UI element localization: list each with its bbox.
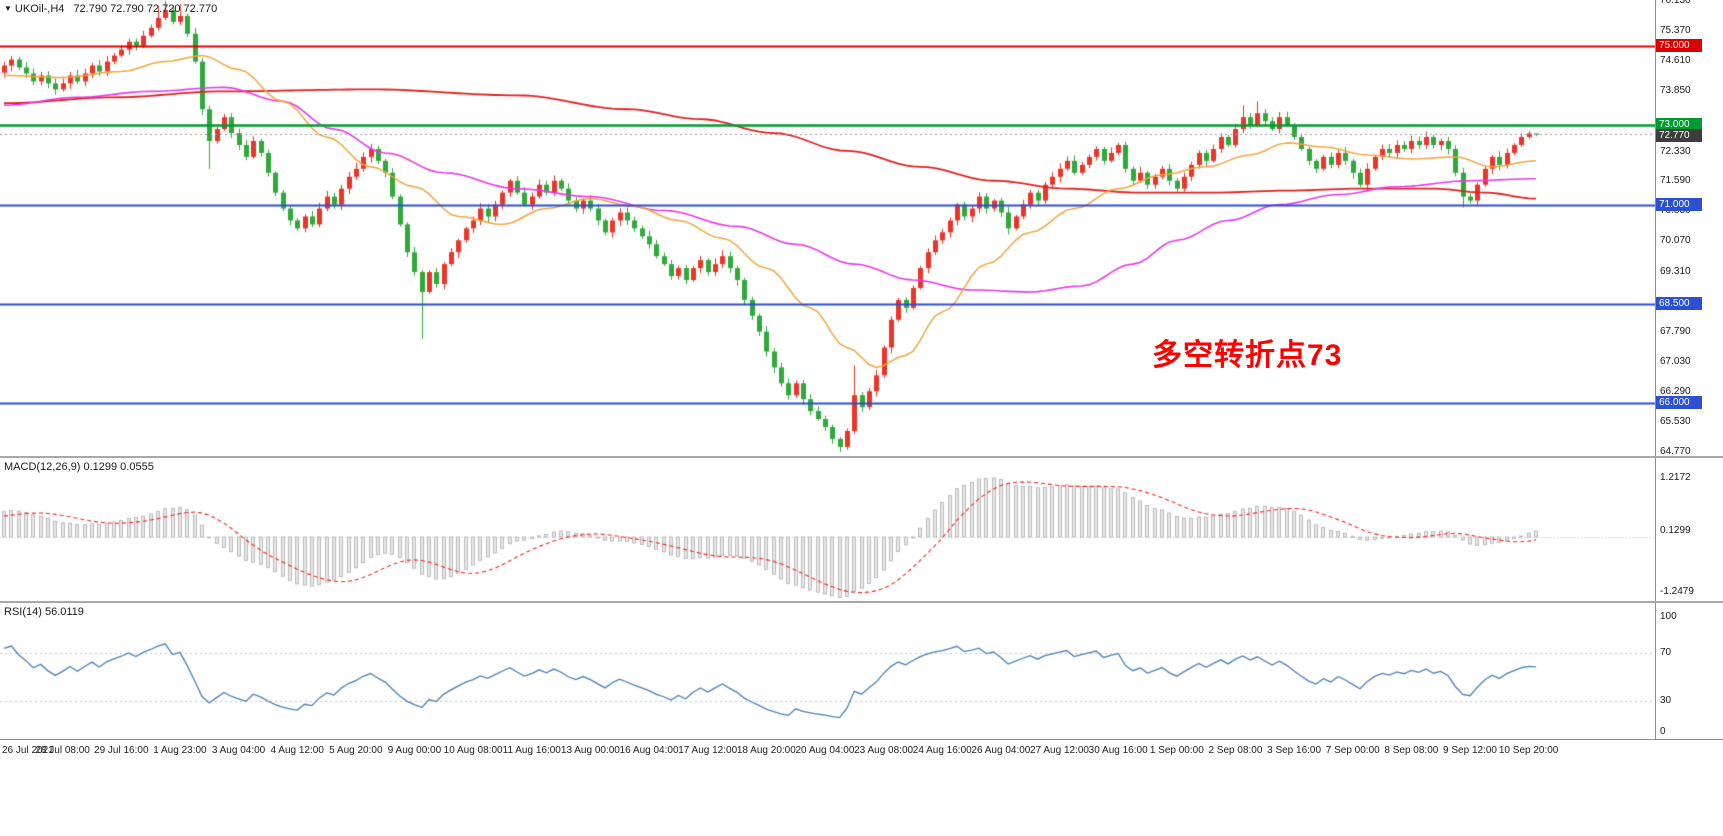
time-axis-label: 1 Aug 23:00 <box>153 745 207 756</box>
time-axis-label: 8 Sep 08:00 <box>1384 745 1439 756</box>
time-axis-label: 30 Aug 16:00 <box>1088 745 1148 756</box>
price-axis-label: 76.130 <box>1660 0 1691 6</box>
rsi-header: RSI(14) 56.0119 <box>4 606 84 618</box>
time-axis-label: 5 Aug 20:00 <box>329 745 383 756</box>
ohlc-values: 72.790 72.790 72.720 72.770 <box>73 3 218 15</box>
price-axis-label: 75.370 <box>1660 24 1691 36</box>
time-axis-label: 4 Aug 12:00 <box>270 745 324 756</box>
symbol-marker-icon: ▼ <box>4 4 12 13</box>
time-axis-label: 17 Aug 12:00 <box>678 745 738 756</box>
time-axis-label: 1 Sep 00:00 <box>1149 745 1204 756</box>
price-axis-label: 66.290 <box>1660 385 1691 397</box>
macd-canvas[interactable] <box>0 458 1655 601</box>
rsi-axis-label: 0 <box>1660 726 1666 737</box>
rsi-axis: 100 70 30 0 <box>1655 603 1723 739</box>
panel-separator[interactable] <box>0 601 1723 603</box>
time-axis-label: 24 Aug 16:00 <box>912 745 972 756</box>
time-axis-label: 27 Aug 12:00 <box>1030 745 1089 756</box>
macd-panel: MACD(12,26,9) 0.1299 0.0555 1.2172 0.1299… <box>0 458 1723 601</box>
time-axis-label: 3 Sep 16:00 <box>1267 745 1322 756</box>
price-chart-panel: ▼ UKOil-,H4 72.790 72.790 72.720 72.770 多空… <box>0 0 1723 457</box>
chart-title: ▼ UKOil-,H4 72.790 72.790 72.720 72.770 <box>4 3 217 15</box>
price-axis-label: 65.530 <box>1660 415 1691 427</box>
price-chart-canvas[interactable] <box>0 0 1655 456</box>
time-axis-label: 26 Jul 2021 <box>2 745 54 756</box>
hline-price-badge: 71.000 <box>1656 197 1702 211</box>
hline-price-badge: 68.500 <box>1656 296 1702 310</box>
time-axis-label: 28 Jul 08:00 <box>35 745 90 756</box>
price-axis-label: 64.770 <box>1660 446 1691 457</box>
price-axis: 76.130 75.370 74.610 73.850 72.330 71.590 70.8… <box>1655 0 1723 457</box>
time-axis-label: 9 Sep 12:00 <box>1443 745 1497 756</box>
time-axis-label: 23 Aug 08:00 <box>854 745 914 756</box>
price-axis-label: 72.330 <box>1660 145 1691 157</box>
bottom-whitespace <box>0 762 1723 836</box>
macd-header: MACD(12,26,9) 0.1299 0.0555 <box>4 461 154 473</box>
time-axis-label: 3 Aug 04:00 <box>211 745 266 756</box>
time-axis-label: 26 Aug 04:00 <box>971 745 1031 756</box>
current-price-badge: 72.770 <box>1656 128 1702 142</box>
time-axis-label: 11 Aug 16:00 <box>502 745 561 756</box>
panel-separator[interactable] <box>0 456 1723 458</box>
time-axis-label: 10 Sep 20:00 <box>1498 745 1559 756</box>
time-axis-label: 2 Sep 08:00 <box>1208 745 1263 756</box>
price-axis-label: 74.610 <box>1660 55 1691 67</box>
hline-price-badge: 75.000 <box>1656 38 1702 52</box>
macd-axis: 1.2172 0.1299 -1.2479 <box>1655 458 1723 601</box>
rsi-panel: RSI(14) 56.0119 100 70 30 0 <box>0 603 1723 739</box>
rsi-axis-label: 70 <box>1660 647 1672 658</box>
macd-axis-label: -1.2479 <box>1660 586 1694 597</box>
price-axis-label: 67.030 <box>1660 356 1691 368</box>
annotation-text: 多空转折点73 <box>1152 339 1343 372</box>
price-axis-label: 69.310 <box>1660 265 1691 277</box>
price-axis-label: 71.590 <box>1660 175 1691 187</box>
time-axis-label: 7 Sep 00:00 <box>1325 745 1380 756</box>
price-axis-label: 67.790 <box>1660 326 1691 338</box>
hline-price-badge: 73.000 <box>1656 118 1702 132</box>
price-axis-label: 70.830 <box>1660 205 1691 217</box>
time-axis: 26 Jul 2021 28 Jul 08:00 29 Jul 16:00 1 Aug… <box>0 739 1723 762</box>
rsi-axis-label: 30 <box>1660 695 1672 706</box>
hline-price-badge: 66.000 <box>1656 396 1702 410</box>
time-axis-label: 16 Aug 04:00 <box>619 745 679 756</box>
symbol-period-label: UKOil-,H4 <box>14 3 65 15</box>
time-axis-label: 20 Aug 04:00 <box>795 745 855 756</box>
macd-axis-label: 1.2172 <box>1660 472 1691 483</box>
time-axis-label: 18 Aug 20:00 <box>736 745 796 756</box>
rsi-canvas[interactable] <box>0 603 1655 739</box>
time-axis-label: 9 Aug 00:00 <box>387 745 442 756</box>
time-axis-label: 10 Aug 08:00 <box>443 745 503 756</box>
price-axis-label: 73.850 <box>1660 85 1691 97</box>
macd-axis-label: 0.1299 <box>1660 524 1691 536</box>
price-axis-label: 70.070 <box>1660 235 1691 247</box>
rsi-axis-label: 100 <box>1660 611 1677 622</box>
time-axis-label: 29 Jul 16:00 <box>94 745 149 756</box>
time-axis-label: 13 Aug 00:00 <box>560 745 620 756</box>
